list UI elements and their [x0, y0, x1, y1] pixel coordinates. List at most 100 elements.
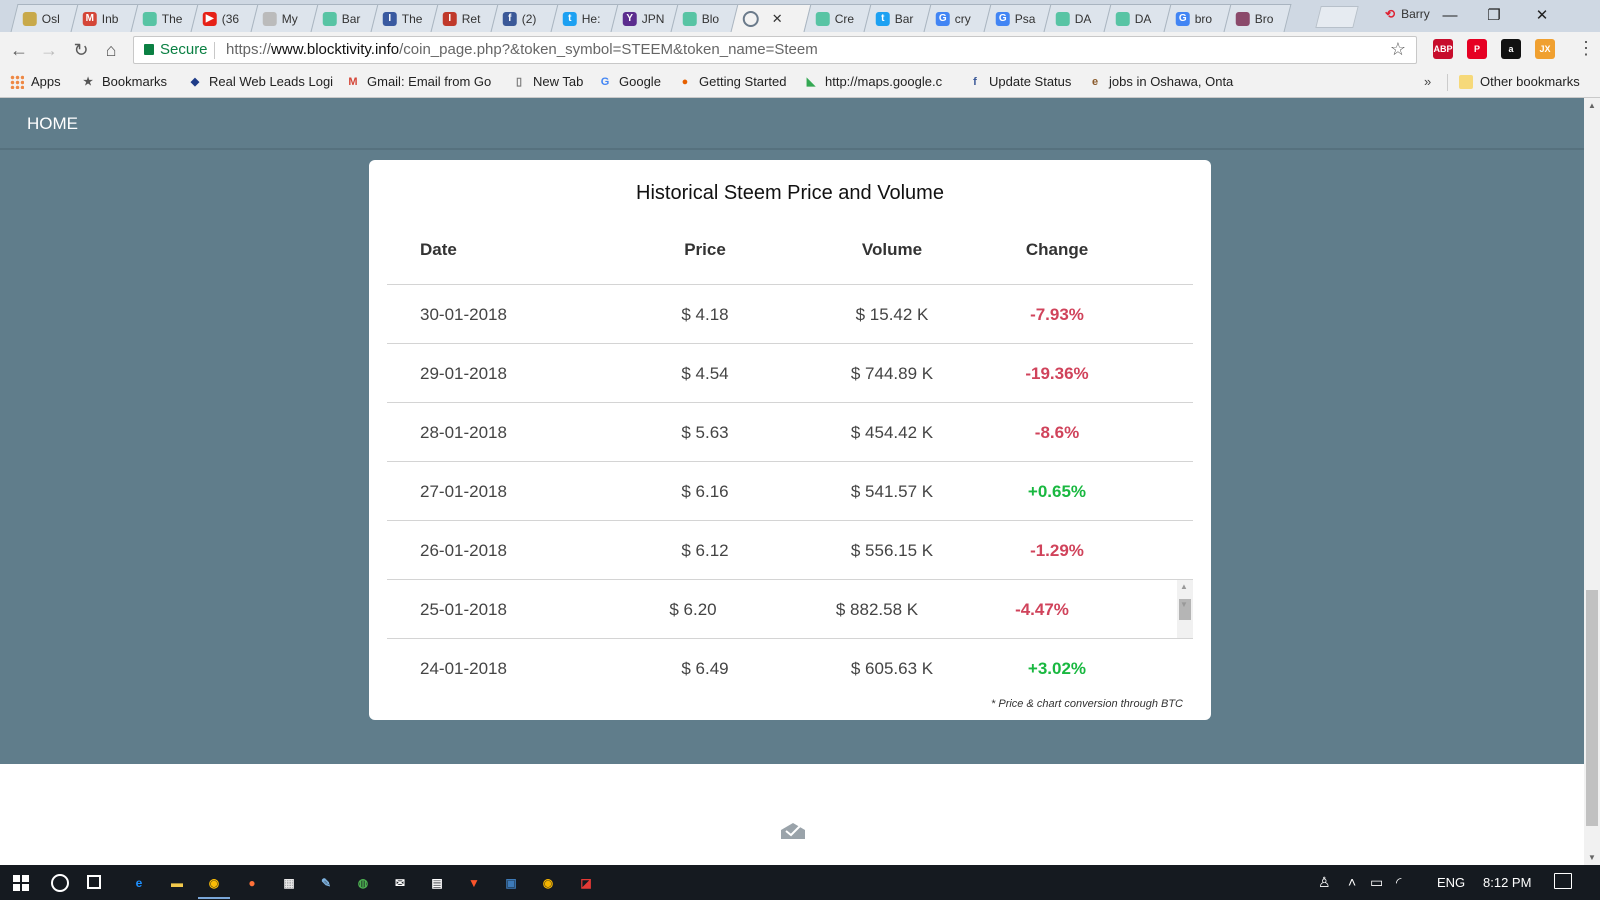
tab[interactable]: t Bar: [863, 4, 932, 32]
pinterest-icon[interactable]: P: [1467, 39, 1487, 59]
minimize-button[interactable]: —: [1442, 7, 1458, 24]
tab-label: Inb: [101, 11, 119, 26]
table-row: 26-01-2018 $ 6.12 $ 556.15 K -1.29%: [387, 520, 1193, 579]
google-icon: G: [600, 75, 610, 88]
bookmark-item[interactable]: e jobs in Oshawa, Onta: [1088, 74, 1233, 89]
new-tab-button[interactable]: [1315, 6, 1359, 28]
restore-button[interactable]: ❐: [1487, 7, 1501, 24]
scroll-up-arrow-icon[interactable]: ▲: [1588, 101, 1596, 110]
tab-active[interactable]: ✕: [730, 4, 812, 32]
bookmark-item[interactable]: ◣ http://maps.google.c: [804, 74, 942, 89]
url-text[interactable]: https://www.blocktivity.info/coin_page.p…: [226, 41, 818, 58]
file-explorer-icon[interactable]: ▬: [171, 876, 183, 890]
brave-icon[interactable]: ▼: [468, 876, 480, 890]
back-button[interactable]: ←: [10, 40, 28, 60]
tab[interactable]: DA: [1043, 4, 1112, 32]
tab[interactable]: I Ret: [430, 4, 499, 32]
scroll-down-arrow-icon[interactable]: ▼: [1180, 600, 1188, 609]
tab[interactable]: My: [250, 4, 319, 32]
url-host: www.blocktivity.info: [271, 41, 400, 58]
tab-favicon-icon: ▶: [202, 11, 217, 26]
mail-icon[interactable]: ✉: [394, 876, 406, 890]
tab[interactable]: f (2): [490, 4, 559, 32]
address-bar[interactable]: Secure https://www.blocktivity.info/coin…: [133, 36, 1417, 64]
tab[interactable]: ▶ (36: [190, 4, 259, 32]
table-row: 25-01-2018 $ 6.20 $ 882.58 K -4.47% ▲ ▼: [387, 579, 1193, 638]
more-bookmarks-chevron-icon[interactable]: »: [1424, 74, 1432, 89]
forward-button[interactable]: →: [40, 40, 58, 60]
bookmark-item[interactable]: f Update Status: [968, 74, 1071, 89]
tab[interactable]: G Psa: [983, 4, 1052, 32]
scrollbar-thumb[interactable]: [1586, 590, 1598, 826]
chrome-icon[interactable]: ◉: [198, 873, 230, 899]
close-window-button[interactable]: ✕: [1535, 7, 1549, 24]
profile-button[interactable]: ⟲ Barry: [1385, 7, 1430, 21]
home-link[interactable]: HOME: [27, 114, 78, 133]
bookmark-star-icon[interactable]: ☆: [1389, 39, 1406, 59]
tab-favicon-icon: G: [1175, 11, 1190, 26]
tab-close-icon[interactable]: ✕: [771, 10, 783, 26]
home-button[interactable]: ⌂: [105, 40, 117, 60]
bookmark-item[interactable]: ◆ Real Web Leads Logi: [188, 74, 333, 89]
amazon-icon[interactable]: a: [1501, 39, 1521, 59]
tab[interactable]: M Inb: [70, 4, 139, 32]
scroll-down-arrow-icon[interactable]: ▼: [1588, 853, 1596, 862]
bookmark-item[interactable]: ★ Bookmarks: [81, 74, 167, 89]
notifications-icon[interactable]: [1554, 873, 1572, 889]
firefox-icon[interactable]: ●: [248, 876, 256, 890]
wifi-icon[interactable]: ◜: [1396, 874, 1402, 890]
chrome-canary-icon[interactable]: ◉: [542, 876, 554, 890]
chevron-up-icon[interactable]: ˄: [1348, 874, 1357, 890]
tab[interactable]: t He:: [550, 4, 619, 32]
bookmark-label: Update Status: [989, 74, 1072, 89]
language-indicator[interactable]: ENG: [1437, 875, 1466, 890]
divider: [214, 42, 215, 59]
secure-label: Secure: [160, 41, 208, 58]
windows-start-icon[interactable]: [13, 875, 29, 891]
tab[interactable]: Blo: [670, 4, 739, 32]
reload-button[interactable]: ↻: [73, 40, 89, 60]
tab[interactable]: Osl: [10, 4, 79, 32]
tab-favicon-icon: Y: [622, 11, 637, 26]
tab[interactable]: I The: [370, 4, 439, 32]
menu-dots-icon[interactable]: ⋮: [1577, 38, 1595, 58]
tab[interactable]: DA: [1103, 4, 1172, 32]
bookmark-item[interactable]: ▯ New Tab: [512, 74, 583, 89]
row-scrollbar[interactable]: ▲ ▼: [1177, 580, 1193, 638]
paint-icon[interactable]: ✎: [320, 876, 332, 890]
tab[interactable]: The: [130, 4, 199, 32]
cortana-icon[interactable]: [51, 874, 69, 892]
task-view-icon[interactable]: [87, 875, 101, 889]
tab-favicon-icon: [682, 11, 697, 26]
globe-icon[interactable]: ◍: [357, 876, 369, 890]
calculator-icon[interactable]: ▤: [431, 876, 443, 890]
bookmark-item[interactable]: G Google: [598, 74, 661, 89]
cell-date: 30-01-2018: [420, 305, 507, 324]
people-icon[interactable]: ♙: [1318, 874, 1331, 890]
bookmark-item[interactable]: ● Getting Started: [678, 74, 787, 89]
e-icon: e: [1091, 75, 1099, 88]
page-scrollbar[interactable]: ▲ ▼: [1584, 98, 1600, 865]
scrollbar-thumb[interactable]: [1179, 599, 1191, 620]
battery-icon[interactable]: ▭: [1370, 874, 1384, 890]
clock[interactable]: 8:12 PM: [1483, 875, 1532, 890]
tab[interactable]: Y JPN: [610, 4, 679, 32]
edge-icon[interactable]: e: [135, 876, 143, 890]
tab[interactable]: Bar: [310, 4, 379, 32]
bookmark-item[interactable]: M Gmail: Email from Go: [346, 74, 491, 89]
pdf-icon[interactable]: ◪: [580, 876, 592, 890]
tab[interactable]: Cre: [803, 4, 872, 32]
table-row: 27-01-2018 $ 6.16 $ 541.57 K +0.65%: [387, 461, 1193, 520]
app-icon[interactable]: ▣: [505, 876, 517, 890]
scroll-up-arrow-icon[interactable]: ▲: [1180, 582, 1188, 591]
calculator-grid-icon[interactable]: ▦: [283, 876, 295, 890]
cell-price: $ 5.63: [681, 423, 729, 442]
tab[interactable]: Bro: [1223, 4, 1292, 32]
other-bookmarks[interactable]: Other bookmarks: [1459, 74, 1580, 89]
bookmark-item[interactable]: Apps: [10, 74, 61, 89]
abp-icon[interactable]: ABP: [1433, 39, 1453, 59]
jx-icon[interactable]: JX: [1535, 39, 1555, 59]
gmail-icon: M: [348, 75, 358, 88]
